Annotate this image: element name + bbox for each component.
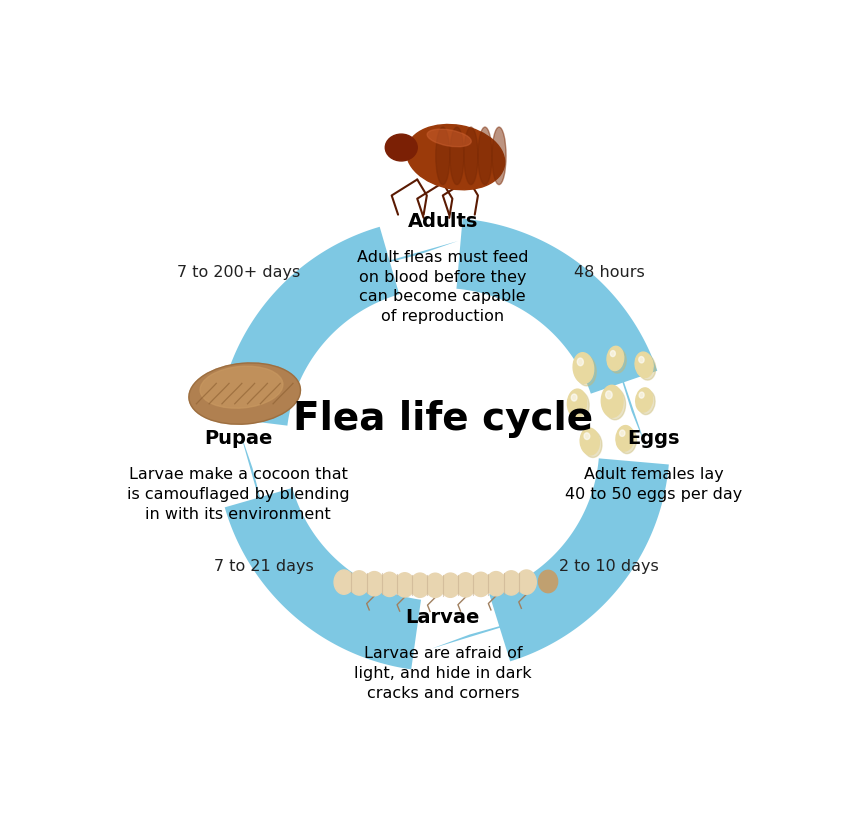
Ellipse shape	[410, 573, 429, 598]
Polygon shape	[432, 608, 566, 648]
Ellipse shape	[573, 353, 594, 383]
Ellipse shape	[349, 571, 369, 595]
Ellipse shape	[406, 124, 505, 190]
Ellipse shape	[610, 350, 615, 357]
Ellipse shape	[638, 357, 645, 363]
Ellipse shape	[450, 127, 464, 184]
Ellipse shape	[571, 394, 577, 401]
Ellipse shape	[568, 389, 587, 417]
Ellipse shape	[639, 392, 645, 398]
Ellipse shape	[501, 571, 521, 595]
Polygon shape	[218, 227, 399, 426]
Text: Pupae: Pupae	[204, 429, 272, 448]
Text: Adult females lay
40 to 50 eggs per day: Adult females lay 40 to 50 eggs per day	[565, 467, 742, 502]
Ellipse shape	[636, 388, 652, 412]
Polygon shape	[225, 488, 421, 669]
Ellipse shape	[635, 352, 653, 378]
Ellipse shape	[385, 134, 417, 161]
Ellipse shape	[486, 572, 506, 596]
Text: 2 to 10 days: 2 to 10 days	[559, 559, 659, 574]
Ellipse shape	[606, 391, 613, 399]
Ellipse shape	[379, 572, 399, 597]
Text: Larvae are afraid of
light, and hide in dark
cracks and corners: Larvae are afraid of light, and hide in …	[354, 646, 531, 701]
Polygon shape	[601, 316, 647, 450]
Ellipse shape	[517, 570, 537, 594]
Polygon shape	[322, 241, 458, 280]
Ellipse shape	[456, 573, 475, 597]
Ellipse shape	[577, 358, 583, 366]
Ellipse shape	[471, 572, 491, 597]
Ellipse shape	[582, 431, 602, 457]
Ellipse shape	[427, 129, 471, 147]
Text: 48 hours: 48 hours	[574, 265, 645, 280]
Ellipse shape	[425, 574, 445, 598]
Ellipse shape	[492, 127, 506, 184]
Ellipse shape	[575, 355, 596, 386]
Ellipse shape	[570, 392, 589, 420]
Ellipse shape	[538, 570, 557, 593]
Text: 7 to 21 days: 7 to 21 days	[214, 559, 314, 574]
Polygon shape	[456, 218, 658, 393]
Text: Eggs: Eggs	[627, 429, 680, 448]
Text: Larvae make a cocoon that
is camouflaged by blending
in with its environment: Larvae make a cocoon that is camouflaged…	[127, 467, 350, 522]
Ellipse shape	[365, 572, 384, 596]
Text: Adult fleas must feed
on blood before they
can become capable
of reproduction: Adult fleas must feed on blood before th…	[357, 250, 529, 325]
Text: Flea life cycle: Flea life cycle	[293, 400, 593, 438]
Ellipse shape	[200, 366, 283, 408]
Ellipse shape	[619, 428, 637, 454]
Ellipse shape	[610, 349, 626, 374]
Ellipse shape	[584, 432, 590, 440]
Ellipse shape	[441, 573, 461, 598]
Ellipse shape	[189, 363, 301, 424]
Ellipse shape	[580, 428, 600, 455]
Text: Larvae: Larvae	[405, 608, 480, 627]
Ellipse shape	[601, 385, 623, 417]
Ellipse shape	[334, 570, 353, 594]
Ellipse shape	[638, 390, 655, 415]
Ellipse shape	[478, 127, 492, 184]
Ellipse shape	[395, 573, 415, 597]
Ellipse shape	[607, 346, 624, 370]
Ellipse shape	[435, 127, 450, 184]
Text: Adults: Adults	[408, 212, 478, 231]
Polygon shape	[239, 429, 277, 564]
Ellipse shape	[616, 426, 634, 451]
Ellipse shape	[604, 388, 626, 420]
Ellipse shape	[638, 354, 656, 380]
Ellipse shape	[464, 127, 478, 184]
Text: 7 to 200+ days: 7 to 200+ days	[176, 265, 300, 280]
Ellipse shape	[619, 430, 625, 437]
Polygon shape	[489, 458, 669, 662]
